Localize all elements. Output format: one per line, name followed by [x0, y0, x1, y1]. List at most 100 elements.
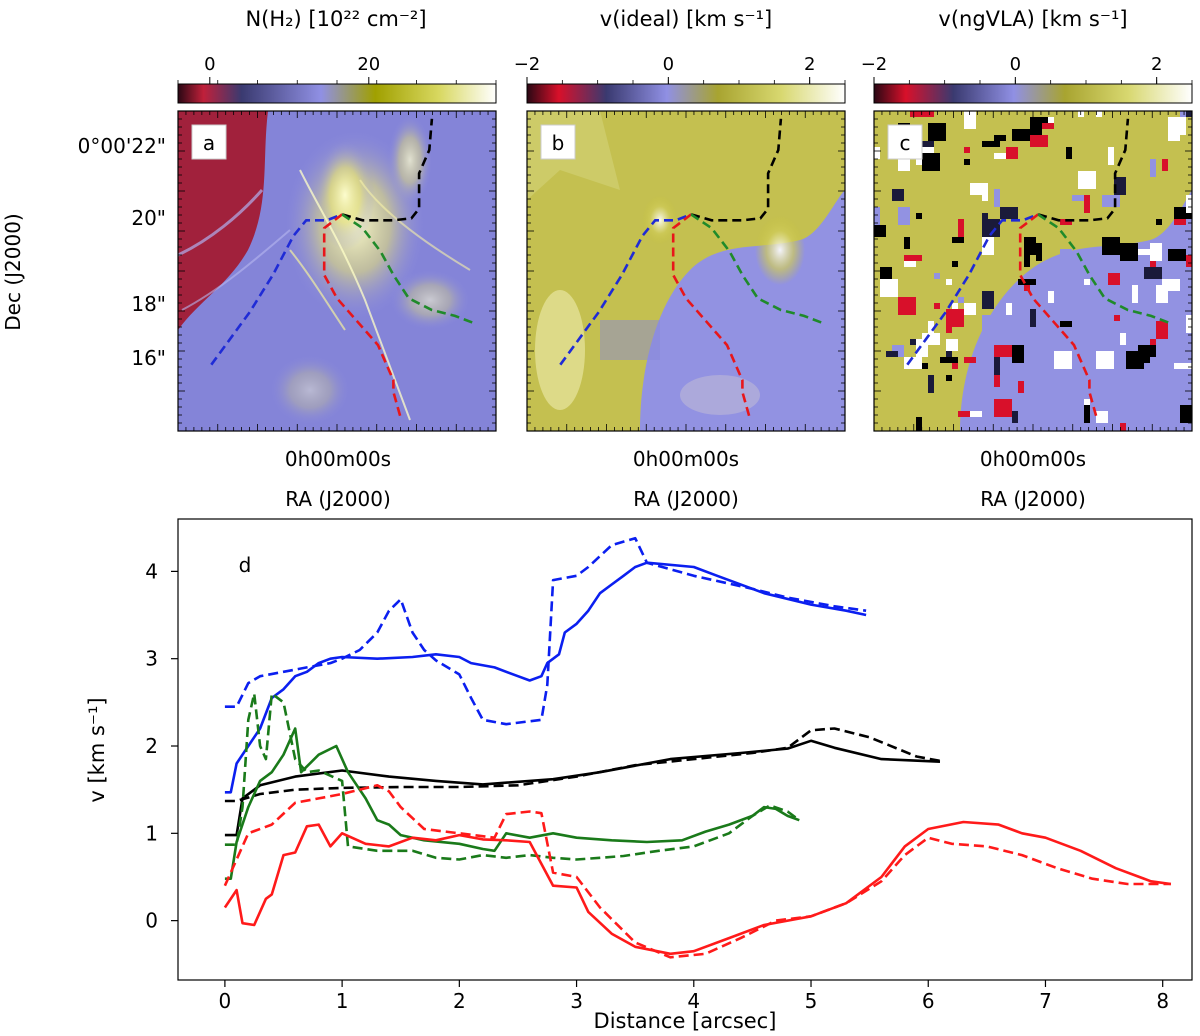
noise-pixel: [916, 417, 922, 431]
noise-pixel: [1108, 273, 1120, 285]
noise-pixel: [1030, 135, 1048, 147]
noise-pixel: [1048, 291, 1054, 303]
noise-pixel: [946, 375, 952, 381]
colorbar-tick-label: 2: [1151, 54, 1162, 75]
noise-pixel: [1180, 303, 1186, 309]
noise-pixel: [1060, 249, 1072, 261]
noise-pixel: [880, 279, 898, 297]
noise-pixel: [910, 111, 928, 117]
noise-pixel: [1018, 279, 1036, 285]
y-tick-label: 1: [145, 821, 158, 845]
panel-b-title: v(ideal) [km s⁻¹]: [600, 7, 772, 31]
noise-pixel: [928, 123, 946, 141]
path-green: [341, 213, 476, 325]
noise-pixel: [1096, 411, 1108, 423]
noise-pixel: [964, 303, 976, 315]
noise-pixel: [940, 357, 958, 363]
noise-pixel: [994, 189, 1000, 207]
noise-pixel: [952, 237, 964, 243]
noise-pixel: [1186, 111, 1192, 117]
noise-pixel: [1012, 129, 1030, 141]
noise-pixel: [934, 303, 940, 309]
noise-pixel: [1030, 399, 1048, 411]
noise-pixel: [994, 327, 1012, 333]
noise-pixel: [946, 345, 952, 363]
panel-a: N(H₂) [10²² cm⁻²] 0 20 a 0°00'22" 20" 18"…: [1, 7, 497, 511]
noise-pixel: [1084, 195, 1090, 213]
panel-c-noise-pixels: [874, 111, 1192, 431]
panel-c-colorbar: [873, 83, 1193, 104]
path-black: [341, 118, 434, 222]
noise-pixel: [1096, 111, 1102, 117]
noise-pixel: [994, 399, 1012, 417]
noise-pixel: [964, 147, 970, 153]
path-red: [1018, 213, 1099, 420]
noise-pixel: [1168, 249, 1186, 261]
panel-b-colorbar-ticks: −2 0 2: [514, 54, 846, 84]
noise-pixel: [1150, 159, 1156, 177]
noise-pixel: [934, 273, 940, 279]
series-line-black-ngVLA: [224, 727, 941, 803]
panel-d-axes: 0 1 2 3 4 5 6 7 8 0 1 2 3 4: [145, 559, 1169, 1013]
panel-a-map: [178, 111, 496, 431]
noise-pixel: [1030, 117, 1042, 135]
noise-pixel: [1168, 117, 1186, 135]
noise-pixel: [1012, 411, 1018, 423]
panel-a-ytick-16: 16": [131, 346, 166, 370]
noise-pixel: [946, 339, 958, 351]
noise-pixel: [994, 375, 1000, 387]
noise-pixel: [958, 219, 964, 237]
panel-b-map: [527, 111, 845, 431]
noise-pixel: [904, 357, 922, 369]
panel-d: 0 1 2 3 4 5 6 7 8 0 1 2 3 4 d Distance [arcsec] v [km…: [85, 518, 1193, 1033]
series-line-red-ideal: [223, 820, 1172, 956]
noise-pixel: [946, 279, 952, 285]
noise-pixel: [1186, 195, 1192, 213]
panel-b-letter-box: [540, 124, 576, 160]
panel-b-xlabel: RA (J2000): [633, 487, 739, 511]
noise-pixel: [1012, 345, 1024, 363]
panel-d-frame: [177, 518, 1193, 981]
x-tick-label: 2: [453, 989, 466, 1013]
noise-pixel: [1084, 279, 1090, 285]
noise-pixel: [1114, 315, 1120, 321]
panel-a-ytick-20: 20": [131, 206, 166, 230]
noise-pixel: [1084, 399, 1090, 405]
noise-pixel: [1186, 315, 1192, 333]
noise-pixel: [970, 183, 982, 195]
panel-a-ytick-18: 18": [131, 292, 166, 316]
noise-pixel: [880, 267, 892, 279]
noise-pixel: [898, 207, 910, 225]
noise-pixel: [898, 153, 904, 171]
colorbar-tick-label: 2: [804, 54, 815, 75]
panel-a-colorbar: [177, 83, 497, 104]
y-tick-label: 0: [145, 909, 158, 933]
panel-a-colorbar-ticks: 0 20: [177, 54, 497, 84]
noise-pixel: [946, 309, 964, 327]
panel-a-ticks: [178, 111, 496, 431]
series-line-blue-ngVLA: [224, 536, 867, 726]
x-tick-label: 8: [1156, 989, 1169, 1013]
y-tick-label: 4: [145, 559, 158, 583]
noise-pixel: [898, 297, 916, 315]
noise-pixel: [1150, 243, 1162, 261]
noise-pixel: [1060, 321, 1072, 327]
noise-pixel: [982, 315, 994, 333]
noise-pixel: [1060, 219, 1072, 225]
noise-pixel: [874, 207, 880, 225]
x-tick-label: 4: [687, 989, 700, 1013]
panel-b-colorbar: [526, 83, 846, 104]
noise-pixel: [1024, 237, 1036, 255]
panel-c-xlabel: RA (J2000): [980, 487, 1086, 511]
noise-pixel: [916, 339, 928, 357]
panel-a-xtick: 0h00m00s: [285, 447, 391, 471]
panel-c-ticks: [874, 111, 1192, 431]
x-tick-label: 3: [570, 989, 583, 1013]
series-line-green-ideal: [224, 727, 800, 881]
noise-pixel: [1144, 267, 1162, 279]
colorbar-tick-label: 0: [204, 54, 215, 75]
panel-c-letter: c: [900, 131, 911, 155]
noise-pixel: [994, 345, 1012, 357]
series-line-red-ngVLA: [223, 783, 1171, 959]
y-tick-label: 3: [145, 647, 158, 671]
